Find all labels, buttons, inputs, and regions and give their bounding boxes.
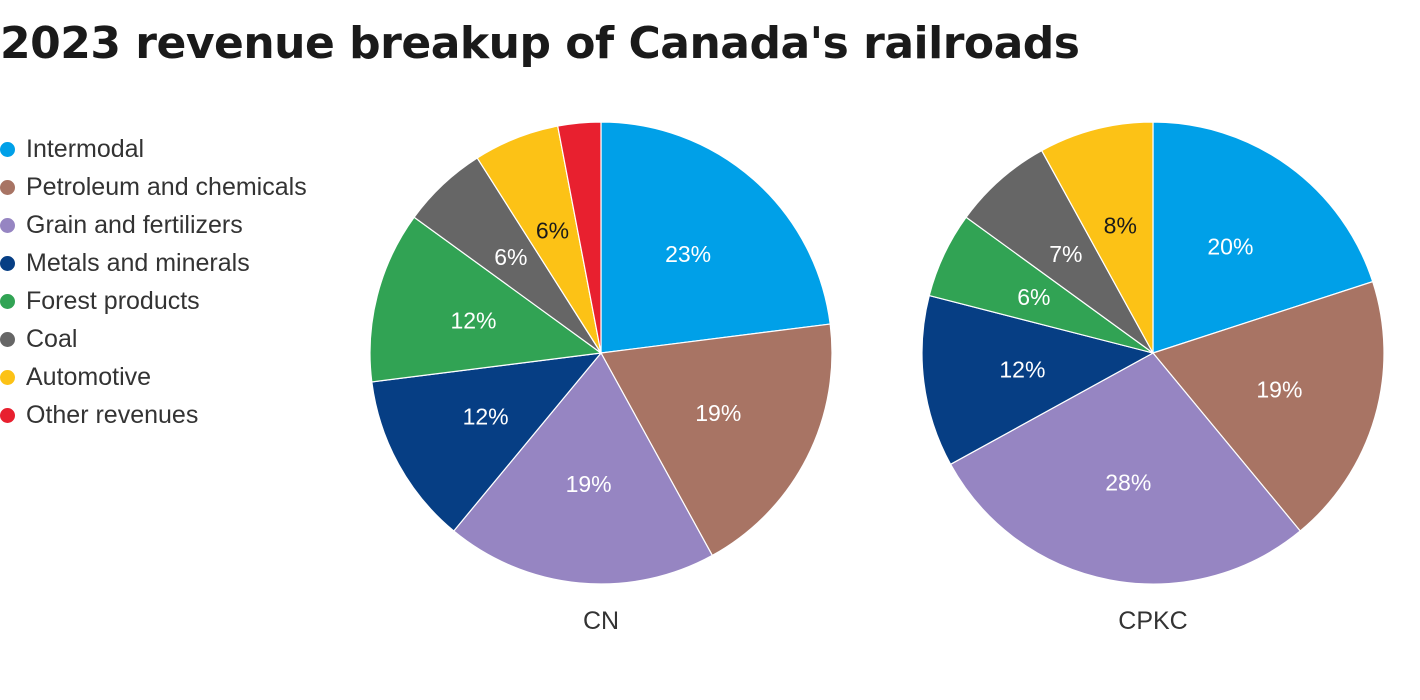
pie-slice-cn-forest-products bbox=[369, 216, 603, 383]
legend-label-other-revenues: Other revenues bbox=[26, 400, 199, 429]
slice-label-cn-intermodal: 23% bbox=[665, 241, 711, 267]
legend-swatch-coal bbox=[0, 331, 15, 347]
legend-swatch-grain-and-fertilizers bbox=[0, 217, 15, 233]
legend-swatch-metals-and-minerals bbox=[0, 255, 15, 271]
legend-swatch-automotive bbox=[0, 369, 15, 385]
legend-label-grain-and-fertilizers: Grain and fertilizers bbox=[26, 210, 243, 239]
legend-swatch-intermodal bbox=[0, 141, 15, 157]
slice-label-cn-metals-and-minerals: 12% bbox=[463, 403, 509, 429]
legend-swatch-other-revenues bbox=[0, 407, 15, 423]
legend-swatch-forest-products bbox=[0, 293, 15, 309]
pie-slice-cn-other-revenues bbox=[557, 121, 602, 354]
pie-slice-cpkc-petroleum-and-chemicals bbox=[1151, 280, 1385, 532]
legend-label-intermodal: Intermodal bbox=[26, 134, 145, 163]
legend-item-automotive: Automotive bbox=[0, 358, 307, 396]
legend-item-intermodal: Intermodal bbox=[0, 130, 307, 168]
legend-item-grain-and-fertilizers: Grain and fertilizers bbox=[0, 206, 307, 244]
pie-slice-cn-petroleum-and-chemicals bbox=[600, 323, 833, 557]
pie-slice-cn-metals-and-minerals bbox=[371, 352, 603, 532]
pie-slice-cpkc-grain-and-fertilizers bbox=[949, 352, 1302, 585]
pie-slice-cpkc-intermodal bbox=[1152, 121, 1374, 354]
legend-label-automotive: Automotive bbox=[26, 362, 152, 391]
slice-label-cpkc-forest-products: 6% bbox=[1017, 284, 1050, 310]
slice-label-cn-petroleum-and-chemicals: 19% bbox=[695, 400, 741, 426]
pie-slice-cpkc-automotive bbox=[1040, 121, 1154, 354]
legend-item-forest-products: Forest products bbox=[0, 282, 307, 320]
legend-label-metals-and-minerals: Metals and minerals bbox=[26, 248, 250, 277]
slice-label-cn-grain-and-fertilizers: 19% bbox=[566, 471, 612, 497]
pie-caption-cpkc: CPKC bbox=[1118, 607, 1187, 635]
legend-label-forest-products: Forest products bbox=[26, 286, 200, 315]
legend-item-other-revenues: Other revenues bbox=[0, 396, 307, 434]
slice-label-cpkc-automotive: 8% bbox=[1104, 213, 1137, 239]
legend-label-petroleum-and-chemicals: Petroleum and chemicals bbox=[26, 172, 307, 201]
slice-label-cpkc-petroleum-and-chemicals: 19% bbox=[1256, 377, 1302, 403]
slice-label-cn-coal: 6% bbox=[494, 244, 527, 270]
legend-label-coal: Coal bbox=[26, 324, 78, 353]
pie-slice-cpkc-metals-and-minerals bbox=[921, 294, 1155, 466]
legend: Intermodal Petroleum and chemicals Grain… bbox=[0, 130, 307, 434]
slice-label-cpkc-metals-and-minerals: 12% bbox=[999, 357, 1045, 383]
legend-swatch-petroleum-and-chemicals bbox=[0, 179, 15, 195]
pie-slice-cn-grain-and-fertilizers bbox=[452, 351, 714, 585]
slice-label-cn-forest-products: 12% bbox=[450, 307, 496, 333]
slice-label-cn-automotive: 6% bbox=[536, 218, 569, 244]
slice-label-cpkc-coal: 7% bbox=[1049, 241, 1082, 267]
pie-cpkc: 20% 19% 28% 12% 6% 7% 8% CPKC bbox=[921, 121, 1385, 635]
slice-label-cpkc-grain-and-fertilizers: 28% bbox=[1105, 469, 1151, 495]
legend-item-petroleum-and-chemicals: Petroleum and chemicals bbox=[0, 168, 307, 206]
pie-slice-cpkc-coal bbox=[965, 149, 1154, 354]
chart-title: 2023 revenue breakup of Canada's railroa… bbox=[0, 18, 1080, 69]
legend-item-coal: Coal bbox=[0, 320, 307, 358]
pie-cn: 23% 19% 19% 12% 12% 6% 6% CN bbox=[369, 121, 833, 635]
pie-caption-cn: CN bbox=[583, 607, 619, 635]
slice-label-cpkc-intermodal: 20% bbox=[1207, 234, 1253, 260]
legend-item-metals-and-minerals: Metals and minerals bbox=[0, 244, 307, 282]
pie-slice-cn-intermodal bbox=[600, 121, 831, 354]
